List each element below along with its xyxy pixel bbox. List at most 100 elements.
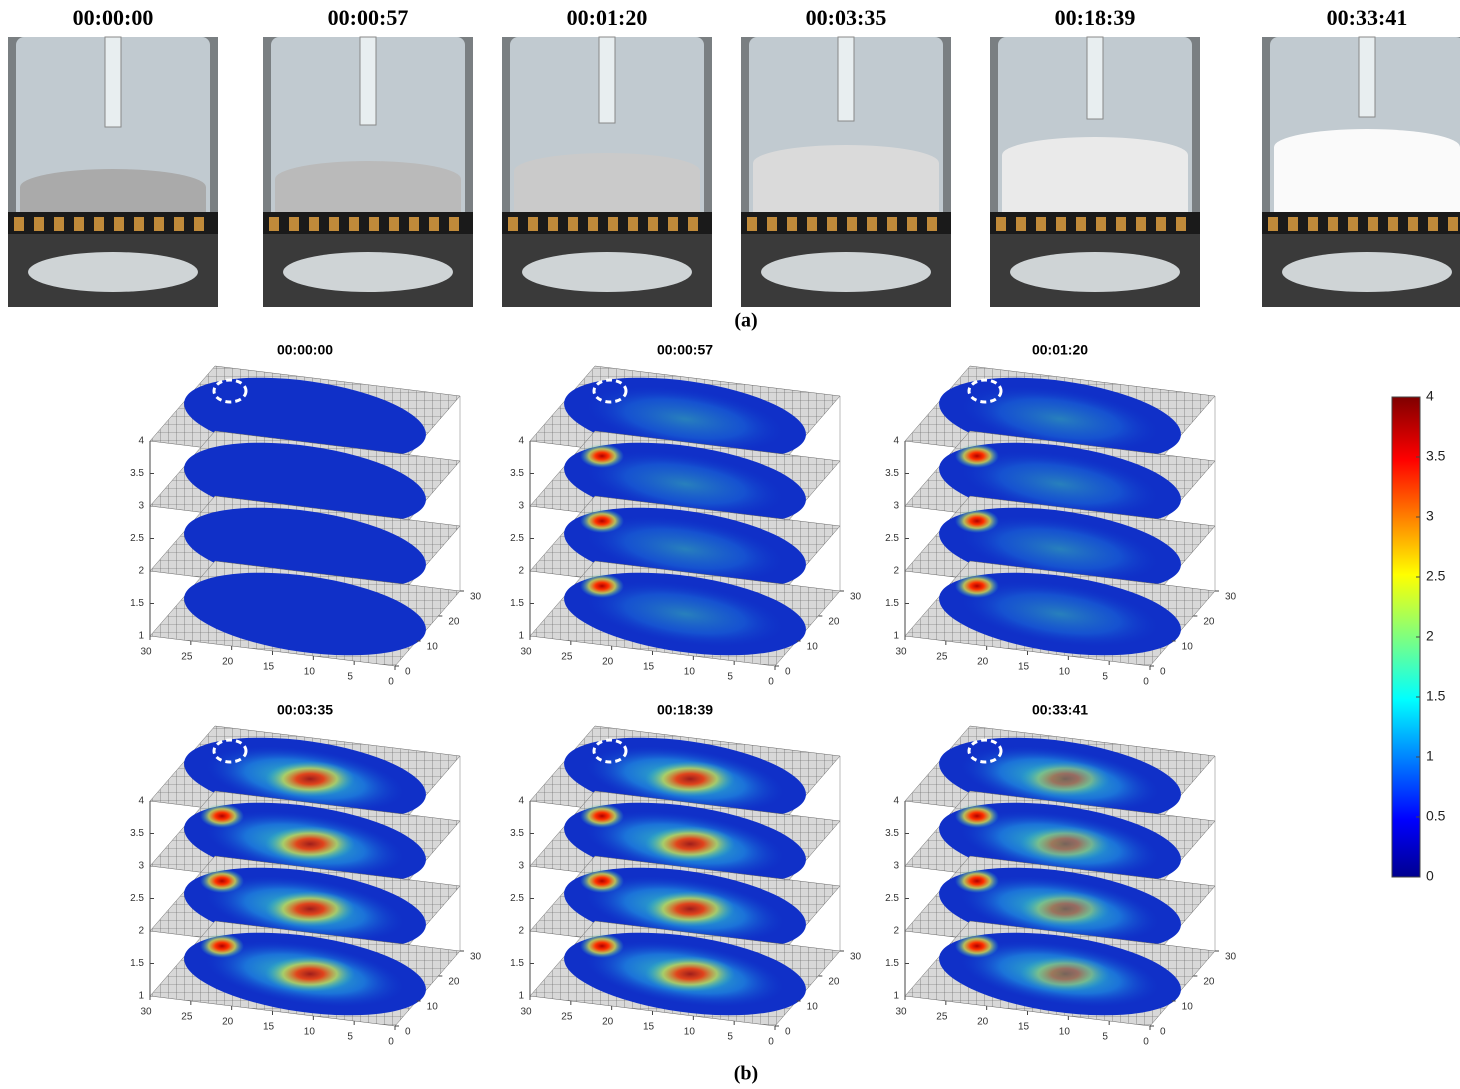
electrode bbox=[847, 217, 857, 231]
z-tick-label: 1 bbox=[518, 991, 524, 1002]
z-tick-label: 1.5 bbox=[885, 598, 899, 609]
field-center bbox=[265, 826, 355, 862]
x-tick-label: 15 bbox=[263, 662, 275, 673]
photo bbox=[741, 37, 951, 307]
z-tick-label: 1.5 bbox=[510, 958, 524, 969]
y-tick-label: 30 bbox=[1225, 952, 1237, 963]
x-tick-label: 30 bbox=[520, 1007, 532, 1018]
photo-time: 00:18:39 bbox=[1055, 5, 1136, 30]
y-tick-label: 10 bbox=[807, 1002, 819, 1013]
z-tick-label: 1 bbox=[138, 991, 144, 1002]
liquid bbox=[20, 187, 206, 212]
z-tick-label: 4 bbox=[518, 796, 524, 807]
photo-time: 00:33:41 bbox=[1327, 5, 1408, 30]
x-tick-label: 20 bbox=[977, 1017, 989, 1028]
z-tick-label: 2.5 bbox=[510, 533, 524, 544]
colorbar-tick-label: 2 bbox=[1426, 628, 1434, 644]
electrode bbox=[588, 217, 598, 231]
shaft bbox=[1087, 37, 1103, 119]
x-tick-label: 25 bbox=[181, 1012, 193, 1023]
x-tick-label: 0 bbox=[768, 1037, 774, 1048]
electrode bbox=[628, 217, 638, 231]
electrode bbox=[34, 217, 44, 231]
y-tick-label: 10 bbox=[1182, 642, 1194, 653]
plot-title: 00:01:20 bbox=[1032, 342, 1088, 358]
electrode bbox=[349, 217, 359, 231]
y-tick-label: 0 bbox=[1160, 1027, 1166, 1038]
z-tick-label: 1.5 bbox=[510, 598, 524, 609]
y-tick-label: 30 bbox=[470, 952, 482, 963]
electrode bbox=[648, 217, 658, 231]
electrode bbox=[1368, 217, 1378, 231]
electrode bbox=[668, 217, 678, 231]
x-tick-label: 25 bbox=[936, 652, 948, 663]
field-hotspot bbox=[200, 804, 244, 828]
liquid bbox=[753, 163, 939, 212]
z-tick-label: 2 bbox=[518, 566, 524, 577]
x-tick-label: 10 bbox=[304, 1027, 316, 1038]
electrode bbox=[154, 217, 164, 231]
electrode bbox=[389, 217, 399, 231]
y-tick-label: 0 bbox=[785, 667, 791, 678]
panel-label: (b) bbox=[734, 1063, 758, 1085]
field-hotspot bbox=[580, 574, 624, 598]
plot-title: 00:00:00 bbox=[277, 342, 333, 358]
x-tick-label: 30 bbox=[140, 1007, 152, 1018]
y-tick-label: 0 bbox=[1160, 667, 1166, 678]
photo bbox=[263, 37, 473, 307]
page: {"panel_a": {"label": "(a)", "photos": [… bbox=[0, 0, 1460, 1089]
y-tick-label: 10 bbox=[807, 642, 819, 653]
x-tick-label: 30 bbox=[140, 647, 152, 658]
field-hotspot bbox=[580, 869, 624, 893]
z-tick-label: 3 bbox=[138, 501, 144, 512]
x-tick-label: 25 bbox=[936, 1012, 948, 1023]
x-tick-label: 0 bbox=[768, 677, 774, 688]
z-tick-label: 1.5 bbox=[130, 598, 144, 609]
field-center bbox=[1020, 761, 1110, 797]
z-tick-label: 1 bbox=[893, 631, 899, 642]
electrode bbox=[1348, 217, 1358, 231]
electrode bbox=[767, 217, 777, 231]
x-tick-label: 10 bbox=[304, 667, 316, 678]
electrode bbox=[174, 217, 184, 231]
photo bbox=[8, 37, 218, 307]
z-tick-label: 3.5 bbox=[885, 468, 899, 479]
electrode bbox=[1428, 217, 1438, 231]
electrode bbox=[1408, 217, 1418, 231]
electrode bbox=[1096, 217, 1106, 231]
electrode bbox=[927, 217, 937, 231]
liquid bbox=[1274, 147, 1460, 212]
electrode bbox=[688, 217, 698, 231]
colorbar-tick-label: 0.5 bbox=[1426, 808, 1446, 824]
z-tick-label: 1 bbox=[893, 991, 899, 1002]
x-tick-label: 15 bbox=[643, 1022, 655, 1033]
electrode bbox=[1448, 217, 1458, 231]
field-hotspot bbox=[580, 934, 624, 958]
y-tick-label: 30 bbox=[470, 592, 482, 603]
electrode bbox=[429, 217, 439, 231]
z-tick-label: 1 bbox=[518, 631, 524, 642]
colorbar-tick-label: 2.5 bbox=[1426, 568, 1446, 584]
electrode bbox=[867, 217, 877, 231]
z-tick-label: 4 bbox=[518, 436, 524, 447]
electrode bbox=[1136, 217, 1146, 231]
x-tick-label: 5 bbox=[727, 1032, 733, 1043]
x-tick-label: 25 bbox=[561, 1012, 573, 1023]
liquid bbox=[275, 179, 461, 212]
field-hotspot bbox=[580, 509, 624, 533]
z-tick-label: 3.5 bbox=[130, 828, 144, 839]
z-tick-label: 4 bbox=[893, 436, 899, 447]
field-hotspot bbox=[955, 574, 999, 598]
y-tick-label: 0 bbox=[405, 1027, 411, 1038]
electrode bbox=[568, 217, 578, 231]
field-hotspot bbox=[955, 444, 999, 468]
field-hotspot bbox=[955, 869, 999, 893]
field-center bbox=[1020, 826, 1110, 862]
x-tick-label: 5 bbox=[1102, 672, 1108, 683]
photo-time: 00:01:20 bbox=[567, 5, 648, 30]
shaft bbox=[360, 37, 376, 125]
x-tick-label: 5 bbox=[347, 672, 353, 683]
electrode bbox=[369, 217, 379, 231]
y-tick-label: 10 bbox=[427, 1002, 439, 1013]
z-tick-label: 1.5 bbox=[130, 958, 144, 969]
